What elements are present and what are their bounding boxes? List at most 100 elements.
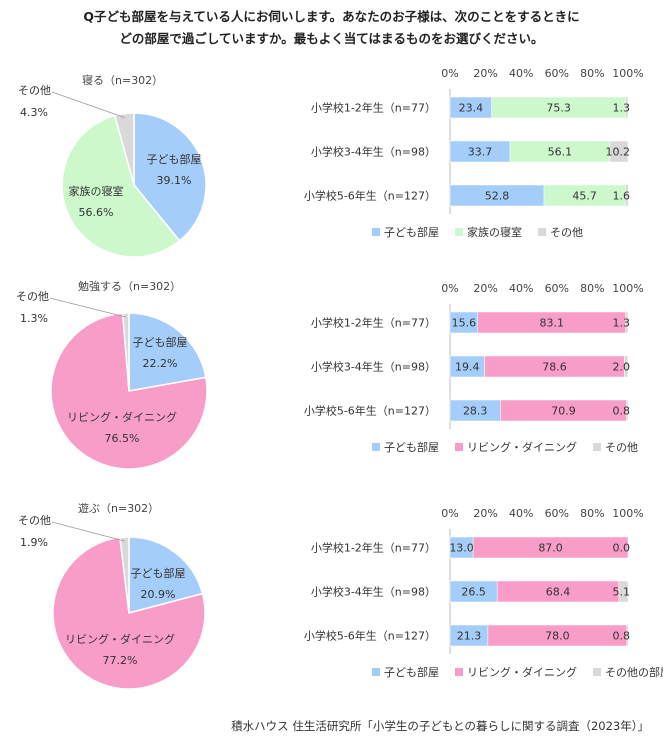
pie-value-1-2: 56.6% (79, 206, 114, 219)
legend-label-1-3: その他 (550, 226, 583, 239)
bar-value-3-1-1: 13.0 (449, 542, 474, 555)
bar-value-3-2-2: 68.4 (546, 586, 571, 599)
legend-swatch-3-2 (455, 668, 463, 676)
legend-swatch-3-1 (372, 668, 380, 676)
bar-segment-1-1-3 (625, 96, 629, 119)
question-line-2: どの部屋で過ごしていますか。最もよく当てはまるものをお選びください。 (119, 31, 544, 46)
legend-label-3-1: 子ども部屋 (384, 665, 439, 679)
pie-title-2: 勉強する（n=302） (78, 279, 181, 293)
question-line-1: Q子ども部屋を与えている人にお伺いします。あなたのお子様は、次のことをするときに (83, 9, 580, 24)
bar-tick-3-4: 60% (545, 507, 569, 520)
bar-value-2-1-1: 15.6 (452, 317, 477, 330)
bar-tick-1-6: 100% (612, 67, 643, 80)
pie-slice-3-1 (128, 536, 204, 614)
legend-label-2-1: 子ども部屋 (384, 440, 439, 454)
bar-value-2-3-3: 0.8 (613, 405, 631, 418)
bar-value-1-2-3: 10.2 (606, 146, 631, 159)
bar-value-1-3-1: 52.8 (485, 190, 510, 203)
legend-swatch-2-1 (372, 443, 380, 451)
bar-tick-3-5: 80% (580, 507, 604, 520)
pie-slice-2-1 (128, 312, 207, 392)
bar-value-1-2-2: 56.1 (548, 146, 573, 159)
bar-tick-1-2: 20% (473, 67, 497, 80)
bar-tick-3-2: 20% (473, 507, 497, 520)
bar-tick-1-1: 0% (441, 67, 458, 80)
bar-value-3-2-1: 26.5 (461, 586, 486, 599)
bar-tick-3-3: 40% (509, 507, 533, 520)
bar-segment-2-2-3 (624, 355, 629, 378)
pie-leader-1 (51, 91, 125, 118)
bar-value-2-3-1: 28.3 (463, 405, 488, 418)
bar-value-3-1-2: 87.0 (538, 542, 563, 555)
bar-value-1-2-1: 33.7 (468, 146, 493, 159)
legend-swatch-1-1 (372, 228, 380, 236)
bar-value-3-3-1: 21.3 (457, 630, 482, 643)
bar-value-3-3-2: 78.0 (545, 630, 570, 643)
bar-tick-2-5: 80% (580, 282, 604, 295)
bar-tick-1-5: 80% (580, 67, 604, 80)
bar-segment-3-2-3 (618, 580, 629, 603)
bar-segment-2-3-3 (626, 399, 629, 422)
bar-value-1-1-1: 23.4 (459, 102, 484, 115)
bar-value-2-1-3: 1.3 (613, 317, 631, 330)
bar-category-3-2: 小学校3-4年生（n=98） (311, 585, 436, 599)
pie-value-3-3: 1.9% (20, 536, 48, 549)
pie-slice-1-3 (113, 112, 135, 186)
bar-tick-2-6: 100% (612, 282, 643, 295)
pie-value-1-1: 39.1% (157, 174, 192, 187)
bar-segment-2-1-3 (625, 311, 629, 334)
bar-tick-3-1: 0% (441, 507, 458, 520)
pie-value-2-3: 1.3% (20, 312, 48, 325)
bar-category-1-2: 小学校3-4年生（n=98） (311, 145, 436, 159)
legend-swatch-2-3 (593, 443, 601, 451)
bar-tick-3-6: 100% (612, 507, 643, 520)
bar-value-2-2-2: 78.6 (542, 361, 567, 374)
bar-value-3-3-3: 0.8 (613, 630, 631, 643)
pie-label-2-3: その他 (16, 290, 49, 303)
pie-label-3-2: リビング・ダイニング (65, 632, 175, 646)
bar-tick-2-4: 60% (545, 282, 569, 295)
bar-category-2-1: 小学校1-2年生（n=77） (311, 316, 436, 330)
pie-slice-1-2 (61, 114, 181, 258)
legend-swatch-3-3 (593, 668, 601, 676)
pie-slice-1-1 (133, 112, 207, 242)
bar-segment-3-1-2 (472, 536, 629, 559)
pie-slice-3-2 (52, 536, 206, 690)
pie-title-3: 遊ぶ（n=302） (78, 501, 159, 515)
legend-label-3-2: リビング・ダイニング (467, 665, 577, 679)
pie-label-2-1: 子ども部屋 (133, 335, 188, 349)
pie-label-1-1: 子ども部屋 (147, 152, 202, 166)
bar-tick-2-3: 40% (509, 282, 533, 295)
bar-category-1-3: 小学校5-6年生（n=127） (304, 189, 436, 203)
source-note: 積水ハウス 住生活研究所「小学生の子どもとの暮らしに関する調査（2023年）」 (231, 719, 649, 733)
pie-label-3-3: その他 (18, 514, 51, 527)
bar-value-2-2-1: 19.4 (455, 361, 480, 374)
legend-swatch-2-2 (455, 443, 463, 451)
bar-value-2-2-3: 2.0 (613, 361, 631, 374)
pie-value-2-1: 22.2% (143, 357, 178, 370)
pie-value-1-3: 4.3% (20, 106, 48, 119)
bar-value-2-3-2: 70.9 (551, 405, 576, 418)
bar-category-1-1: 小学校1-2年生（n=77） (311, 101, 436, 115)
bar-value-1-1-3: 1.3 (613, 102, 631, 115)
question-title: Q子ども部屋を与えている人にお伺いします。あなたのお子様は、次のことをするときに… (0, 6, 663, 50)
pie-slice-2-3 (121, 312, 130, 392)
legend-label-2-2: リビング・ダイニング (467, 440, 577, 454)
pie-label-2-2: リビング・ダイニング (67, 410, 177, 424)
legend-label-3-3: その他の部屋 (605, 665, 663, 679)
legend-swatch-1-3 (538, 228, 546, 236)
pie-label-1-3: その他 (18, 84, 51, 97)
bar-category-2-2: 小学校3-4年生（n=98） (311, 360, 436, 374)
bar-category-3-3: 小学校5-6年生（n=127） (304, 629, 436, 643)
bar-segment-3-3-3 (626, 624, 629, 647)
pie-value-2-2: 76.5% (105, 432, 140, 445)
bar-value-1-3-3: 1.6 (613, 190, 631, 203)
bar-value-3-2-3: 5.1 (613, 586, 631, 599)
bar-category-3-1: 小学校1-2年生（n=77） (311, 541, 436, 555)
pie-slice-2-2 (50, 312, 208, 470)
pie-value-3-1: 20.9% (141, 588, 176, 601)
bar-tick-1-3: 40% (509, 67, 533, 80)
pie-leader-2 (49, 297, 127, 318)
legend-swatch-1-2 (455, 228, 463, 236)
bar-tick-2-2: 20% (473, 282, 497, 295)
